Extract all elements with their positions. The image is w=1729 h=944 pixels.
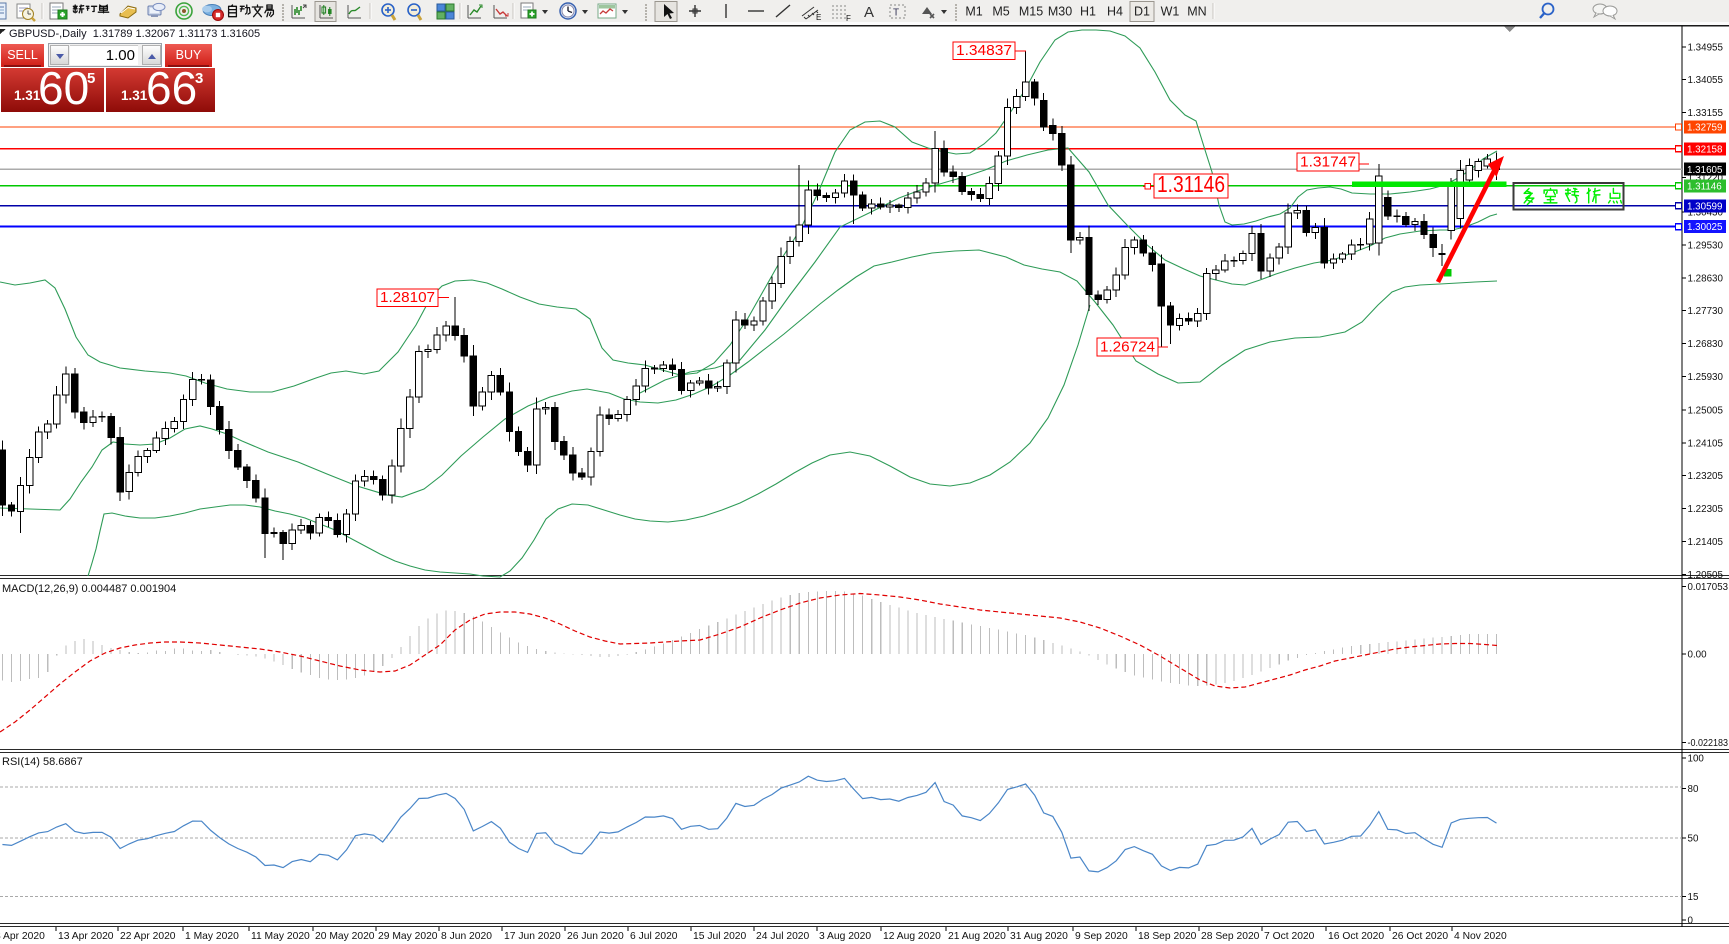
svg-text:1.31605: 1.31605 [1687,165,1723,176]
svg-text:0.00: 0.00 [1688,650,1708,661]
svg-text:1.20505: 1.20505 [1688,570,1724,581]
svg-text:1.31747: 1.31747 [1300,153,1356,170]
svg-text:6 Jul 2020: 6 Jul 2020 [630,931,678,942]
svg-text:1 May 2020: 1 May 2020 [185,931,239,942]
svg-text:11 May 2020: 11 May 2020 [251,931,310,942]
svg-text:D1: D1 [1134,5,1150,19]
svg-text:26 Oct 2020: 26 Oct 2020 [1392,931,1448,942]
svg-text:100: 100 [1688,754,1705,765]
svg-text:W1: W1 [1161,5,1180,19]
svg-text:H1: H1 [1080,5,1096,19]
svg-text:20 May 2020: 20 May 2020 [315,931,375,942]
svg-text:1.25930: 1.25930 [1688,372,1724,383]
svg-text:8 Apr 2020: 8 Apr 2020 [0,931,45,942]
svg-text:16 Oct 2020: 16 Oct 2020 [1328,931,1384,942]
svg-text:1.26724: 1.26724 [1100,338,1155,355]
svg-text:17 Jun 2020: 17 Jun 2020 [504,931,561,942]
svg-text:31 Aug 2020: 31 Aug 2020 [1010,931,1068,942]
svg-text:1.21405: 1.21405 [1688,537,1724,548]
svg-text:28 Sep 2020: 28 Sep 2020 [1201,931,1260,942]
svg-text:MACD(12,26,9) 0.004487 0.00190: MACD(12,26,9) 0.004487 0.001904 [2,583,176,595]
svg-text:1.32158: 1.32158 [1687,145,1723,156]
svg-text:4 Nov 2020: 4 Nov 2020 [1454,931,1507,942]
svg-text:F: F [846,14,851,23]
svg-text:26 Jun 2020: 26 Jun 2020 [567,931,624,942]
svg-text:1.30430: 1.30430 [1688,208,1724,219]
svg-text:1.32759: 1.32759 [1687,123,1722,134]
svg-text:21 Aug 2020: 21 Aug 2020 [948,931,1006,942]
svg-text:29 May 2020: 29 May 2020 [378,931,438,942]
svg-text:1.22305: 1.22305 [1688,504,1724,515]
svg-text:22 Apr 2020: 22 Apr 2020 [120,931,176,942]
svg-text:15 Jul 2020: 15 Jul 2020 [693,931,747,942]
svg-text:1.34837: 1.34837 [956,42,1012,59]
svg-text:1.27730: 1.27730 [1688,306,1724,317]
svg-text:24 Jul 2020: 24 Jul 2020 [756,931,810,942]
svg-text:80: 80 [1688,784,1699,795]
svg-text:A: A [864,4,874,21]
svg-text:1.26830: 1.26830 [1688,339,1724,350]
svg-text:8 Jun 2020: 8 Jun 2020 [441,931,492,942]
svg-text:H4: H4 [1107,5,1123,19]
svg-text:1.29530: 1.29530 [1688,240,1724,251]
svg-text:1.31146: 1.31146 [1687,182,1722,193]
svg-text:T: T [893,8,899,19]
svg-text:1.34955: 1.34955 [1688,42,1724,53]
svg-text:1.28630: 1.28630 [1688,273,1724,284]
svg-text:M30: M30 [1048,5,1072,19]
svg-text:1.34055: 1.34055 [1688,75,1724,86]
svg-text:7 Oct 2020: 7 Oct 2020 [1264,931,1315,942]
svg-text:0: 0 [1688,915,1694,926]
svg-text:3 Aug 2020: 3 Aug 2020 [819,931,871,942]
svg-text:1.25005: 1.25005 [1688,406,1724,417]
svg-text:12 Aug 2020: 12 Aug 2020 [883,931,941,942]
svg-text:-0.022183: -0.022183 [1688,738,1729,749]
svg-text:0.017053: 0.017053 [1688,582,1729,593]
svg-text:RSI(14) 58.6867: RSI(14) 58.6867 [2,756,83,768]
svg-text:M5: M5 [992,5,1009,19]
svg-text:GBPUSD-,Daily 1.31789 1.32067: GBPUSD-,Daily 1.31789 1.32067 1.31173 1.… [9,28,260,40]
svg-text:1.31146: 1.31146 [1157,171,1225,197]
svg-text:9 Sep 2020: 9 Sep 2020 [1075,931,1128,942]
svg-text:13 Apr 2020: 13 Apr 2020 [58,931,114,942]
svg-text:18 Sep 2020: 18 Sep 2020 [1138,931,1197,942]
svg-text:1.24105: 1.24105 [1688,438,1724,449]
svg-text:M1: M1 [965,5,982,19]
svg-text:E: E [816,13,821,22]
svg-text:MN: MN [1187,5,1206,19]
svg-text:15: 15 [1688,892,1699,903]
svg-text:1.30025: 1.30025 [1687,222,1723,233]
svg-text:1.23205: 1.23205 [1688,471,1724,482]
svg-text:1.31220: 1.31220 [1688,173,1724,184]
svg-text:1.30599: 1.30599 [1687,201,1722,212]
svg-text:1.33155: 1.33155 [1688,108,1724,119]
svg-text:1.28107: 1.28107 [380,289,435,306]
svg-text:50: 50 [1688,833,1699,844]
svg-text:M15: M15 [1019,5,1043,19]
